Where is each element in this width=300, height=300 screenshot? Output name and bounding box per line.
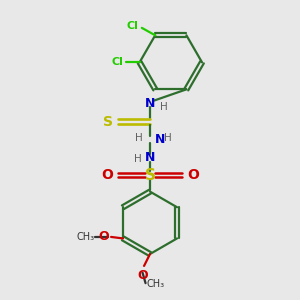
- Text: S: S: [103, 115, 113, 129]
- Text: O: O: [137, 269, 148, 282]
- Text: O: O: [101, 168, 113, 182]
- Text: O: O: [98, 230, 109, 243]
- Text: H: H: [134, 154, 142, 164]
- Text: CH₃: CH₃: [76, 232, 94, 242]
- Text: N: N: [145, 98, 155, 110]
- Text: O: O: [187, 168, 199, 182]
- Text: S: S: [145, 168, 155, 183]
- Text: N: N: [154, 133, 165, 146]
- Text: Cl: Cl: [111, 57, 123, 67]
- Text: H: H: [164, 133, 172, 143]
- Text: CH₃: CH₃: [146, 279, 165, 289]
- Text: Cl: Cl: [127, 21, 139, 32]
- Text: H: H: [160, 102, 168, 112]
- Text: H: H: [135, 133, 142, 143]
- Text: N: N: [145, 151, 155, 164]
